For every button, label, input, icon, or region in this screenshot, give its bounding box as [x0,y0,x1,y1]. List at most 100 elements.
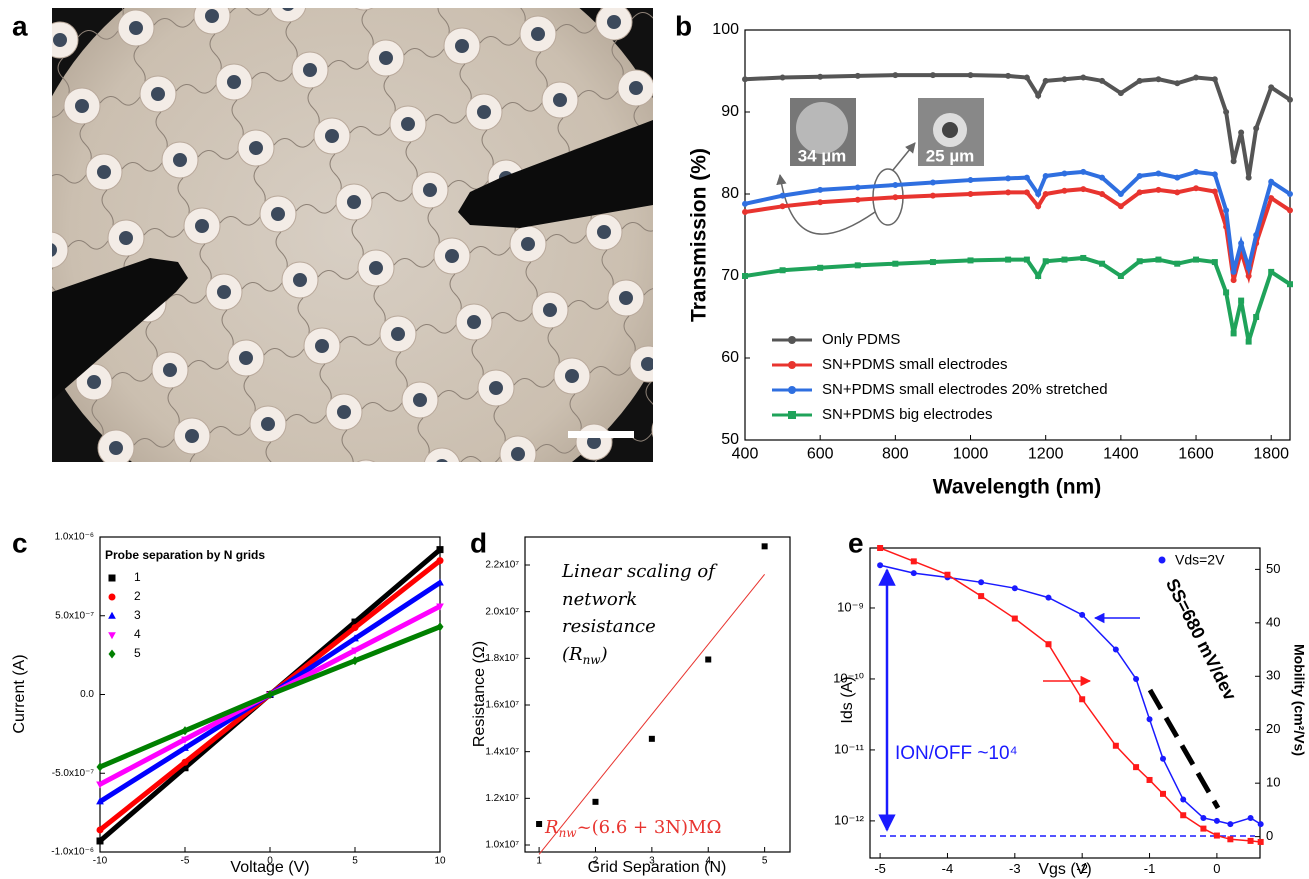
marker [1024,190,1029,195]
marker [978,579,984,585]
electrode-core [293,273,307,287]
electrode-core [455,39,469,53]
marker [1081,187,1086,192]
marker [1006,176,1011,181]
electrode [694,58,730,94]
marker [1194,186,1199,191]
x-tick-label: 5 [762,856,768,867]
electrode-core [641,357,655,371]
legend-label: 4 [134,627,141,641]
series-line [880,548,1261,842]
interconnect [592,460,603,500]
marker [1212,260,1217,265]
x-tick-label: 600 [807,446,834,463]
marker [743,77,748,82]
interconnect [708,0,766,9]
electrode-core [553,93,567,107]
marker [1079,696,1085,702]
y-tick-label: 1.6x10⁷ [485,700,519,711]
y-tick-label: 2.0x10⁷ [485,606,519,617]
electrode-core [565,369,579,383]
panel-label: a [12,10,28,41]
formula-subscript: nw [559,826,578,840]
electrode [716,124,752,160]
marker [788,386,796,394]
y-tick-label: 10⁻¹¹ [834,741,865,756]
y2-axis-title: Mobility (cm²/Vs) [1291,644,1307,756]
marker [1214,818,1220,824]
panel-label: d [470,527,487,558]
marker [1212,189,1217,194]
marker [1156,171,1161,176]
marker [1194,257,1199,262]
electrode-core [445,249,459,263]
marker [1045,595,1051,601]
x-tick-label: 3 [649,856,655,867]
marker [788,411,796,419]
marker [1118,192,1123,197]
marker [743,210,748,215]
electrode-core [109,441,123,455]
interconnect [306,0,364,3]
interconnect [232,485,290,501]
marker [1024,175,1029,180]
x-tick-label: 5 [352,856,358,867]
y2-tick-label: 50 [1266,561,1280,576]
y2-tick-label: 30 [1266,668,1280,683]
marker [911,570,917,576]
marker [1133,676,1139,682]
electrode-core [207,495,221,509]
marker [1160,756,1166,762]
marker [930,180,935,185]
interconnect [4,136,15,176]
electrode-core [467,315,481,329]
marker [1288,208,1293,213]
marker [1269,196,1274,201]
x-tick-label: -2 [1076,861,1088,876]
marker [1224,110,1229,115]
marker [893,195,898,200]
marker [97,826,104,833]
marker [649,736,655,742]
marker [1248,815,1254,821]
electrode-core [347,195,361,209]
electrode-core [21,177,35,191]
marker [1160,791,1166,797]
x-tick-label: -5 [874,861,886,876]
y-tick-label: 100 [712,21,739,38]
marker [788,336,796,344]
arrow [893,143,915,170]
legend-label: 1 [134,570,141,584]
marker [780,268,785,273]
marker [1100,261,1105,266]
electrode-core [739,411,753,425]
electrode-core [597,225,611,239]
electrode-core [151,87,165,101]
marker [1258,821,1264,827]
marker [1137,173,1142,178]
interconnect [654,71,712,87]
marker [1147,716,1153,722]
y-tick-label: 10⁻⁹ [837,599,864,614]
marker [1175,175,1180,180]
marker [592,799,598,805]
y-tick-label: 10⁻¹⁰ [833,670,864,685]
y2-tick-label: 10 [1266,775,1280,790]
marker [818,74,823,79]
electrode-core [359,471,373,485]
electrode [348,460,384,496]
electrode-core [391,327,405,341]
x-axis-title: Wavelength (nm) [933,476,1101,499]
marker [1159,557,1166,564]
marker [1133,764,1139,770]
marker [1200,826,1206,832]
interconnect [754,226,765,266]
electrode-core [315,339,329,353]
panel-label: e [848,527,864,558]
marker [968,178,973,183]
electrode-core [131,507,145,521]
marker [818,265,823,270]
annotation-subscript: nw [583,653,602,667]
electrode-core [129,21,143,35]
y-tick-label: 90 [721,103,739,120]
